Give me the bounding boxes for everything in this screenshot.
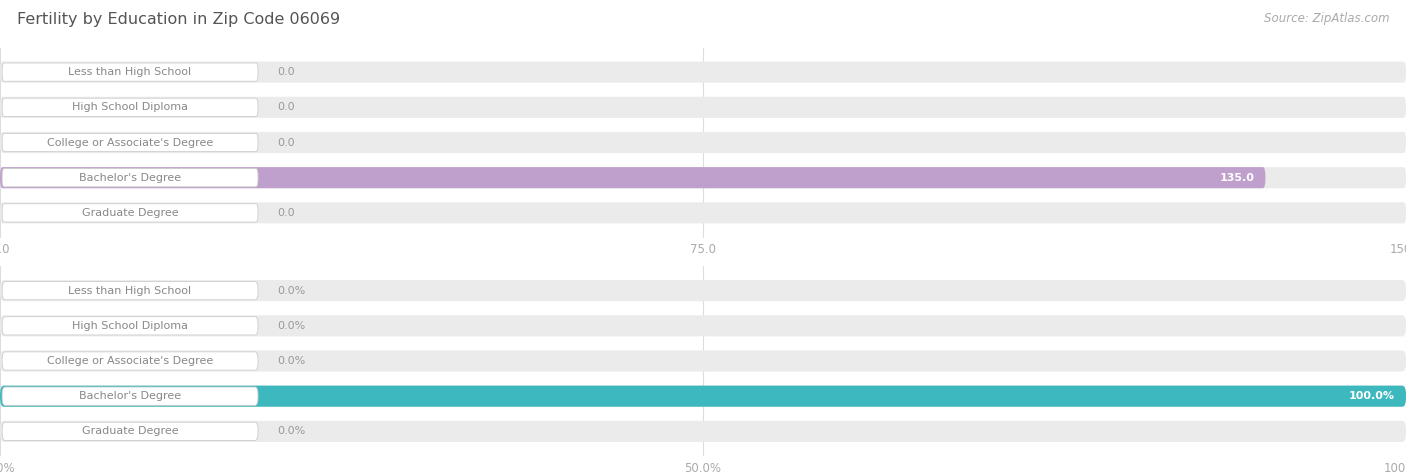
- Text: 0.0: 0.0: [277, 67, 295, 77]
- FancyBboxPatch shape: [0, 62, 1406, 83]
- FancyBboxPatch shape: [0, 167, 1406, 188]
- FancyBboxPatch shape: [0, 202, 1406, 223]
- Text: College or Associate's Degree: College or Associate's Degree: [46, 356, 214, 366]
- Text: 0.0: 0.0: [277, 102, 295, 112]
- FancyBboxPatch shape: [3, 169, 259, 187]
- Text: College or Associate's Degree: College or Associate's Degree: [46, 137, 214, 148]
- FancyBboxPatch shape: [0, 386, 1406, 407]
- FancyBboxPatch shape: [3, 387, 259, 405]
- Text: 0.0%: 0.0%: [277, 427, 305, 437]
- FancyBboxPatch shape: [0, 386, 1406, 407]
- Text: Less than High School: Less than High School: [69, 285, 191, 295]
- Text: Fertility by Education in Zip Code 06069: Fertility by Education in Zip Code 06069: [17, 12, 340, 27]
- Text: Bachelor's Degree: Bachelor's Degree: [79, 391, 181, 401]
- FancyBboxPatch shape: [3, 282, 259, 300]
- Text: Graduate Degree: Graduate Degree: [82, 208, 179, 218]
- Text: High School Diploma: High School Diploma: [72, 102, 188, 112]
- Text: 0.0%: 0.0%: [277, 285, 305, 295]
- FancyBboxPatch shape: [3, 317, 259, 335]
- Text: 135.0: 135.0: [1219, 173, 1254, 183]
- Text: Source: ZipAtlas.com: Source: ZipAtlas.com: [1264, 12, 1389, 25]
- FancyBboxPatch shape: [0, 167, 1265, 188]
- Text: 100.0%: 100.0%: [1348, 391, 1395, 401]
- FancyBboxPatch shape: [0, 351, 1406, 371]
- Text: 0.0: 0.0: [277, 208, 295, 218]
- Text: 0.0: 0.0: [277, 137, 295, 148]
- Text: Bachelor's Degree: Bachelor's Degree: [79, 173, 181, 183]
- FancyBboxPatch shape: [0, 97, 1406, 118]
- FancyBboxPatch shape: [3, 98, 259, 116]
- Text: High School Diploma: High School Diploma: [72, 321, 188, 331]
- FancyBboxPatch shape: [3, 204, 259, 222]
- FancyBboxPatch shape: [3, 352, 259, 370]
- Text: Graduate Degree: Graduate Degree: [82, 427, 179, 437]
- Text: 0.0%: 0.0%: [277, 321, 305, 331]
- FancyBboxPatch shape: [0, 132, 1406, 153]
- FancyBboxPatch shape: [0, 421, 1406, 442]
- FancyBboxPatch shape: [3, 63, 259, 81]
- Text: 0.0%: 0.0%: [277, 356, 305, 366]
- Text: Less than High School: Less than High School: [69, 67, 191, 77]
- FancyBboxPatch shape: [0, 280, 1406, 301]
- FancyBboxPatch shape: [3, 422, 259, 440]
- FancyBboxPatch shape: [3, 133, 259, 152]
- FancyBboxPatch shape: [0, 315, 1406, 336]
